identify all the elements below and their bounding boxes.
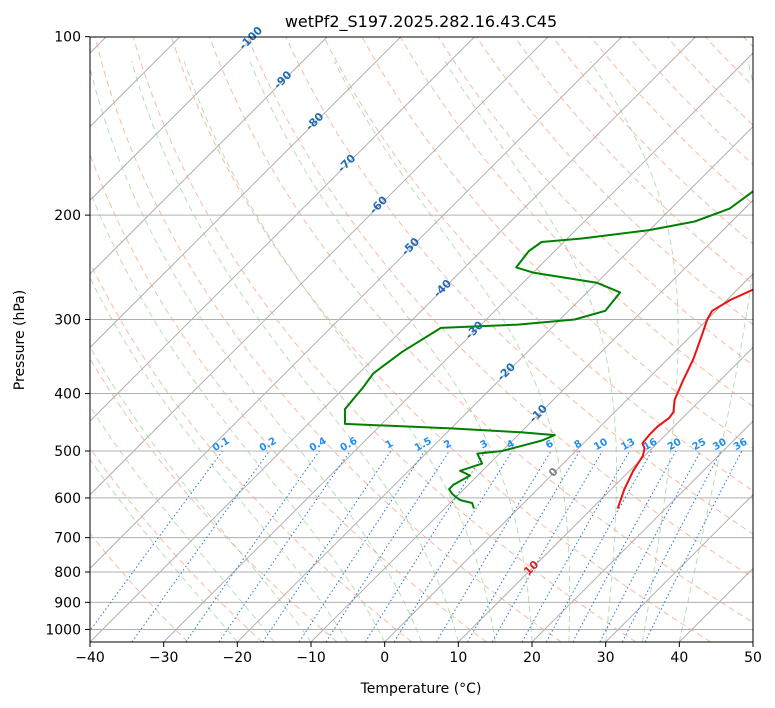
dry-adiabat [132,37,637,642]
moist-adiabat [249,61,533,642]
background-lines [90,37,753,642]
moist-adiabat [131,61,459,642]
mixing-ratio-line [364,450,486,642]
y-tick-label: 800 [54,565,81,581]
isotherm-line [90,37,328,275]
moist-adiabat [183,61,496,642]
mixing-ratio-label: 1 [384,438,396,451]
y-tick-label: 900 [54,595,81,611]
moist-adiabat [90,405,275,642]
mixing-ratio-line [185,450,320,642]
mixing-ratio-line [491,450,603,642]
dewpoint-line [343,190,753,509]
y-tick-label: 500 [54,444,81,460]
mixing-ratio-line [467,450,580,642]
moist-adiabat [90,458,238,642]
dry-adiabat [94,37,562,642]
dry-adiabat [90,261,413,642]
x-tick-label: 40 [670,650,688,666]
y-tick-label: 100 [54,30,81,46]
dry-adiabat [361,37,753,450]
x-tick-label: 50 [744,650,762,666]
isotherm-line [605,494,753,642]
mixing-ratio-label: 3 [479,438,491,451]
y-tick-label: 1000 [45,622,81,638]
moist-adiabat [333,60,571,642]
mixing-ratio-line [545,450,653,642]
dry-adiabat [513,37,753,285]
mixing-ratio-line [325,450,450,642]
moist-adiabat [444,60,617,642]
mixing-ratio-line [572,450,677,642]
isotherm-line [236,125,753,642]
chart-title: wetPf2_S197.2025.282.16.43.C45 [285,12,557,32]
mixing-ratio-line [393,450,513,642]
dry-adiabat [90,447,263,642]
plot-frame [89,36,754,643]
moist-adiabat [90,66,422,642]
y-axis-label: Pressure (hPa) [12,290,28,390]
dry-adiabat [247,37,753,579]
isotherm-line [90,37,623,570]
x-tick-label: 0 [380,650,389,666]
mixing-ratio-label: 4 [505,438,517,451]
x-tick-label: −10 [296,650,326,666]
moist-adiabat [589,60,679,642]
isotherm-line [90,37,254,201]
temperature-line [616,288,753,509]
isotherm-line [90,37,475,422]
dry-adiabat [475,37,753,326]
dry-adiabat [628,37,753,166]
y-tick-label: 300 [54,312,81,328]
isotherm-line [90,37,402,349]
y-tick-label: 400 [54,387,81,403]
mixing-ratio-line [435,450,552,642]
isotherm-line [90,37,549,496]
mixing-ratio-label: 8 [573,438,585,451]
y-tick-label: 600 [54,491,81,507]
moist-adiabat [90,276,349,642]
mixing-ratio-label: 2 [442,438,454,451]
dry-adiabat [399,37,753,408]
moist-adiabat [90,345,312,642]
y-tick-label: 700 [54,531,81,547]
dry-adiabat [170,37,711,642]
y-tick-label: 200 [54,208,81,224]
mixing-ratio-line [521,450,631,642]
x-tick-label: −20 [223,650,253,666]
moist-adiabat [678,61,753,642]
x-tick-label: 20 [523,650,541,666]
x-tick-label: 30 [597,650,615,666]
x-tick-label: 10 [449,650,467,666]
isotherm-line [457,346,753,642]
x-tick-label: −30 [149,650,179,666]
x-axis-label: Temperature (°C) [360,681,482,697]
profile-lines [343,190,753,509]
isotherm-line [384,273,753,642]
dry-adiabat [208,37,753,624]
axes: −40 −30 −20 −10 0 10 20 30 40 50 1000 900 800 700 600 5… [45,30,762,666]
moist-adiabat [90,189,386,642]
isotherm-line [163,52,753,642]
dry-adiabat [323,37,753,492]
isotherm-line [310,199,753,642]
mixing-ratio-line [218,450,351,642]
mixing-ratio-line [131,450,270,642]
x-tick-label: −40 [75,650,105,666]
isotherm-line [531,420,753,642]
mixing-ratio-label: 6 [544,438,556,451]
dry-adiabat [590,37,753,205]
